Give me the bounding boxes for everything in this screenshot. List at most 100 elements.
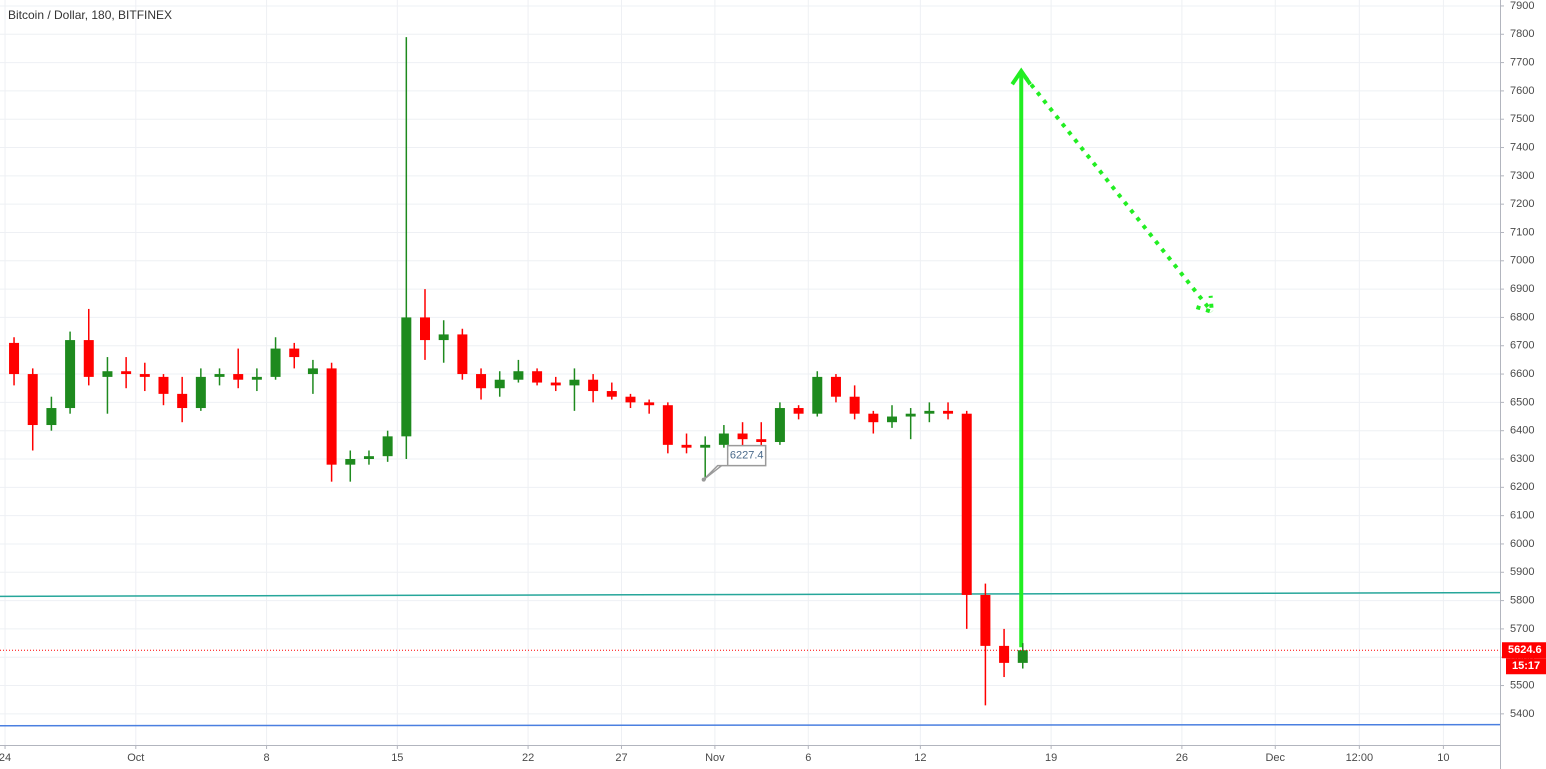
candle-body (177, 393, 188, 409)
candle-body (1017, 650, 1028, 663)
countdown-badge (1506, 658, 1546, 675)
candle-body (494, 379, 505, 389)
candle-body (289, 348, 300, 358)
y-tick-label: 7900 (1510, 0, 1534, 12)
candle-body (158, 376, 169, 394)
candle-body (943, 410, 954, 414)
candle-body (718, 433, 729, 445)
candle-body (999, 645, 1010, 663)
candle-body (438, 334, 449, 341)
candle-body (401, 317, 412, 437)
candle-body (793, 408, 804, 414)
y-tick-label: 7000 (1510, 255, 1534, 267)
x-tick-label: 12:00 (1346, 752, 1374, 764)
candle-body (307, 368, 318, 375)
x-tick-label: 27 (615, 752, 627, 764)
candle-body (924, 410, 935, 414)
candle-body (214, 374, 225, 377)
y-tick-label: 6500 (1510, 396, 1534, 408)
grid (0, 0, 1500, 745)
candle-body (65, 340, 76, 409)
chart-title: Bitcoin / Dollar, 180, BITFINEX (8, 8, 172, 22)
x-tick-label: 26 (1176, 752, 1188, 764)
annotation-label: 6227.4 (730, 449, 764, 461)
x-tick-label: 8 (264, 752, 270, 764)
y-tick-label: 7100 (1510, 226, 1534, 238)
candle-body (46, 408, 57, 426)
y-tick-label: 5900 (1510, 566, 1534, 578)
last-price-label: 5624.6 (1508, 644, 1542, 656)
countdown-label: 15:17 (1512, 660, 1540, 672)
candle-body (420, 317, 431, 341)
y-tick-label: 6300 (1510, 453, 1534, 465)
y-tick-label: 7800 (1510, 28, 1534, 40)
candle-body (513, 371, 524, 380)
candle-body (476, 374, 487, 389)
candle-body (812, 376, 823, 414)
candle-body (588, 379, 599, 392)
y-tick-label: 6800 (1510, 311, 1534, 323)
x-tick-label: Nov (705, 752, 725, 764)
candle-body (139, 374, 150, 377)
y-tick-label: 7200 (1510, 198, 1534, 210)
y-tick-label: 7700 (1510, 56, 1534, 68)
candle-body (774, 408, 785, 443)
x-tick-label: 15 (391, 752, 403, 764)
candle-body (569, 379, 580, 386)
candle-body (363, 456, 374, 460)
candle-body (849, 396, 860, 414)
x-tick-label: 10 (1437, 752, 1449, 764)
candle-body (382, 436, 393, 457)
y-tick-label: 6400 (1510, 425, 1534, 437)
candle-body (681, 444, 692, 448)
y-tick-label: 6700 (1510, 340, 1534, 352)
candle-body (9, 342, 20, 375)
candle-body (606, 391, 617, 397)
y-tick-label: 5800 (1510, 594, 1534, 606)
candle-body (625, 396, 636, 403)
x-tick-label: Oct (127, 752, 144, 764)
y-tick-label: 5400 (1510, 708, 1534, 720)
candle-body (326, 368, 337, 465)
x-tick-label: 12 (914, 752, 926, 764)
candle-body (532, 371, 543, 383)
candle-body (700, 444, 711, 448)
y-tick-label: 7300 (1510, 170, 1534, 182)
x-tick-label: 19 (1045, 752, 1057, 764)
y-tick-label: 7600 (1510, 85, 1534, 97)
plot: 6227.4 (0, 37, 1501, 727)
candle-body (83, 340, 94, 377)
y-tick-label: 6200 (1510, 481, 1534, 493)
y-tick-label: 6600 (1510, 368, 1534, 380)
candle-body (756, 439, 767, 443)
candle-body (345, 459, 356, 465)
annotation-box (703, 444, 767, 481)
last-price-badge (1502, 642, 1546, 659)
y-tick-label: 7400 (1510, 141, 1534, 153)
x-tick-label: 22 (522, 752, 534, 764)
y-tick-label: 7500 (1510, 113, 1534, 125)
candle-body (980, 594, 991, 646)
trend-line (0, 591, 1501, 598)
y-tick-label: 6100 (1510, 510, 1534, 522)
x-tick-label: Dec (1265, 752, 1285, 764)
y-tick-label: 5500 (1510, 679, 1534, 691)
trend-line (0, 723, 1501, 727)
candle-body (662, 405, 673, 445)
candle-body (251, 376, 262, 380)
candle-body (270, 348, 281, 377)
candle-body (868, 413, 879, 423)
candle-body (457, 334, 468, 375)
candle-body (887, 416, 898, 423)
y-tick-label: 6000 (1510, 538, 1534, 550)
candle-body (550, 382, 561, 386)
candle-body (233, 374, 244, 380)
y-tick-label: 6900 (1510, 283, 1534, 295)
arrow-line (1023, 75, 1214, 314)
candle-body (961, 413, 972, 595)
candle-body (195, 376, 206, 409)
candle-body (830, 376, 841, 397)
candle-body (905, 413, 916, 417)
